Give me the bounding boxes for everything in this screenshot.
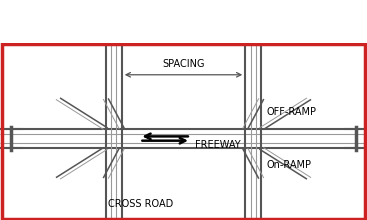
Text: On-RAMP: On-RAMP xyxy=(267,160,312,170)
Text: OFF-RAMP: OFF-RAMP xyxy=(267,107,317,117)
Text: SPACING: SPACING xyxy=(162,59,205,70)
Text: Figure 1. Spacing between interchanges.: Figure 1. Spacing between interchanges. xyxy=(9,16,317,29)
Text: FREEWAY: FREEWAY xyxy=(195,140,240,150)
Text: CROSS ROAD: CROSS ROAD xyxy=(108,199,173,209)
